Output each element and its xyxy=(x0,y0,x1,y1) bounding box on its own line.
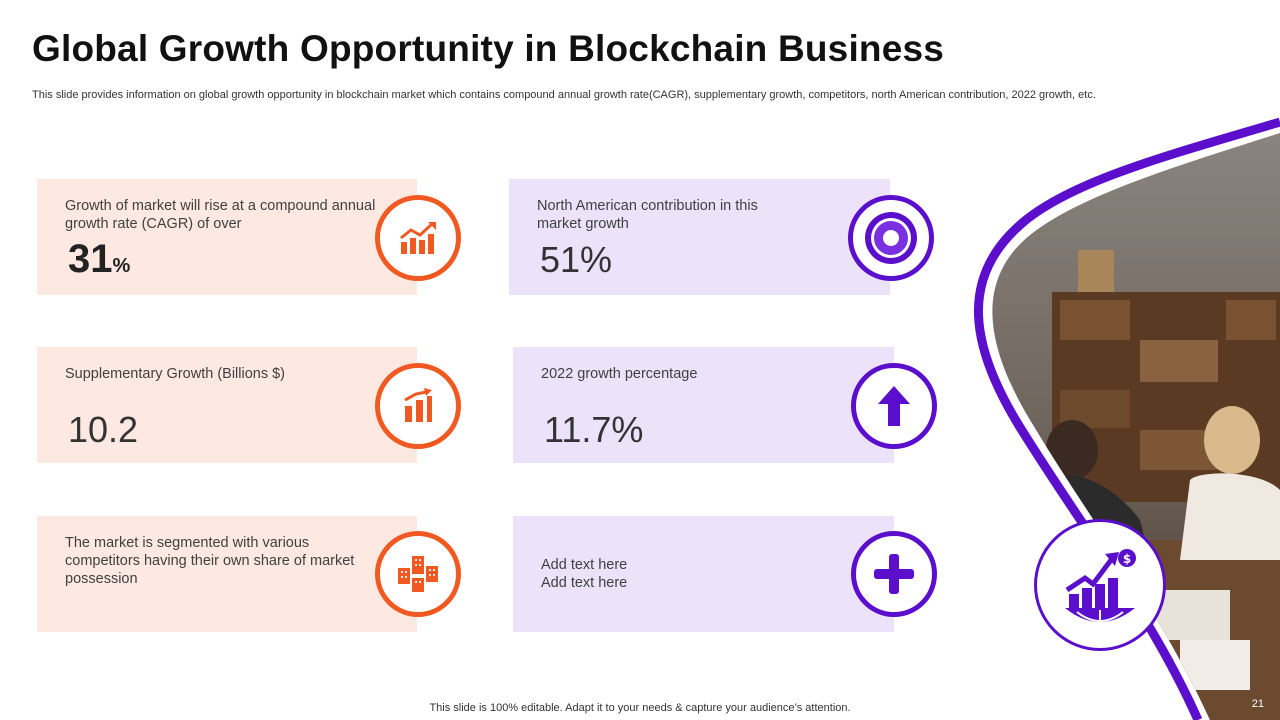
card-growth-2022-label: 2022 growth percentage xyxy=(541,366,698,382)
card-placeholder-text: Add text here Add text here xyxy=(541,556,861,592)
card-growth-2022: 2022 growth percentage 11.7% xyxy=(513,347,894,463)
card-placeholder-line2: Add text here xyxy=(541,575,628,591)
line-chart-up-icon xyxy=(375,195,461,281)
buildings-icon xyxy=(375,531,461,617)
svg-text:$: $ xyxy=(1123,552,1131,566)
card-placeholder-line1: Add text here xyxy=(541,557,628,573)
bar-chart-arrow-icon xyxy=(375,363,461,449)
page-subtitle: This slide provides information on globa… xyxy=(32,89,1096,101)
card-supplementary: Supplementary Growth (Billions $) 10.2 xyxy=(37,347,417,463)
arrow-up-icon xyxy=(851,363,937,449)
page-number: 21 xyxy=(1251,698,1264,710)
card-north-america-label: North American contribution in this mark… xyxy=(537,198,758,232)
target-ring-icon xyxy=(848,195,934,281)
page-title: Global Growth Opportunity in Blockchain … xyxy=(32,28,945,69)
card-growth-2022-value: 11.7% xyxy=(544,409,644,450)
card-placeholder: Add text here Add text here xyxy=(513,516,894,632)
global-growth-icon: $ xyxy=(1034,519,1166,651)
card-north-america-value: 51% xyxy=(540,239,613,280)
card-cagr-label: Growth of market will rise at a compound… xyxy=(65,198,376,232)
card-cagr-value: 31% xyxy=(68,237,131,281)
card-supplementary-label: Supplementary Growth (Billions $) xyxy=(65,366,286,382)
card-competitors-label: The market is segmented with various com… xyxy=(65,535,355,587)
footer-note: This slide is 100% editable. Adapt it to… xyxy=(429,702,851,714)
card-north-america: North American contribution in this mark… xyxy=(509,179,890,295)
card-competitors: The market is segmented with various com… xyxy=(37,516,417,632)
card-cagr: Growth of market will rise at a compound… xyxy=(37,179,417,295)
plus-icon xyxy=(851,531,937,617)
card-supplementary-value: 10.2 xyxy=(68,409,139,450)
